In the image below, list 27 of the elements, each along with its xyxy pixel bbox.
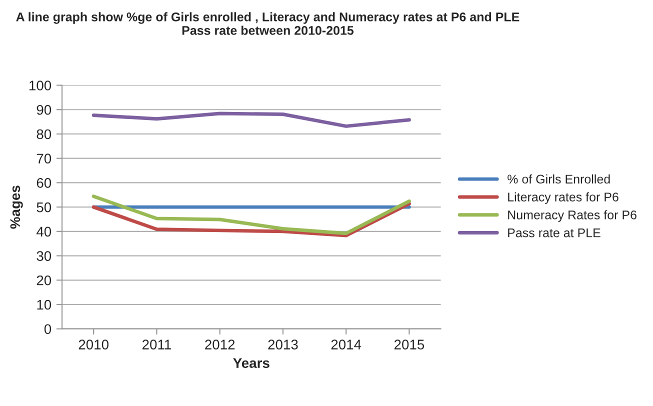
chart-title: A line graph show %ge of Girls enrolled , Literacy and Numeracy rates at P6 and PLE Pass rate between 2010-2015 — [16, 12, 520, 35]
y-tick-label: 40 — [36, 226, 52, 237]
legend-label: % of Girls Enrolled — [508, 174, 610, 184]
x-tick-label: 2012 — [205, 340, 235, 350]
legend-label: Literacy rates for P6 — [508, 192, 618, 204]
legend-label: Pass rate at PLE — [508, 228, 600, 238]
y-tick-label: 30 — [36, 251, 52, 261]
y-tick-label: 10 — [37, 300, 52, 310]
line-series — [92, 194, 411, 236]
y-tick-label: 60 — [36, 178, 52, 188]
x-tick-label: 2010 — [78, 340, 109, 350]
y-tick-label: 20 — [36, 275, 52, 286]
line-series — [92, 202, 411, 238]
x-tick-label: 2014 — [331, 340, 362, 350]
y-tick-label: 90 — [36, 104, 52, 115]
x-axis-title: Years — [233, 358, 270, 368]
y-tick-label: 50 — [36, 202, 52, 212]
y-tick-label: 100 — [30, 80, 52, 90]
x-tick-label: 2013 — [268, 340, 298, 350]
y-tick-label: 80 — [36, 129, 52, 140]
x-tick-label: 2011 — [142, 340, 171, 350]
line-series — [92, 112, 411, 128]
y-tick-label: 0 — [44, 324, 52, 334]
x-tick-label: 2015 — [394, 340, 424, 350]
y-axis-title: %ages — [10, 186, 23, 229]
legend-label: Numeracy Rates for P6 — [508, 210, 636, 222]
y-tick-label: 70 — [36, 154, 52, 164]
